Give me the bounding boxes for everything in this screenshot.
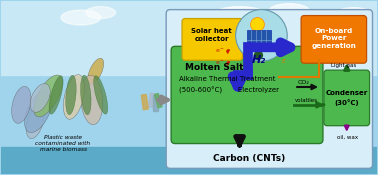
Text: e$^-$: e$^-$ [215, 48, 225, 55]
Text: oil, wax: oil, wax [337, 135, 358, 140]
Bar [141, 94, 148, 110]
Text: H₂: H₂ [251, 55, 266, 65]
Text: (500-600°C)       Electrolyzer: (500-600°C) Electrolyzer [179, 86, 279, 94]
Ellipse shape [64, 75, 84, 119]
FancyBboxPatch shape [171, 46, 323, 144]
FancyBboxPatch shape [166, 10, 373, 168]
Ellipse shape [12, 86, 31, 123]
Ellipse shape [30, 83, 50, 112]
Text: Solar heat
collector: Solar heat collector [191, 28, 232, 42]
FancyBboxPatch shape [182, 19, 243, 60]
Circle shape [251, 18, 264, 32]
Circle shape [235, 10, 287, 61]
Ellipse shape [284, 10, 334, 26]
Ellipse shape [61, 10, 101, 25]
Ellipse shape [254, 51, 262, 59]
Text: e$^-$: e$^-$ [215, 60, 225, 67]
Bar [148, 93, 156, 108]
Ellipse shape [212, 7, 267, 24]
Ellipse shape [81, 75, 103, 125]
Text: ε: ε [281, 58, 285, 64]
Text: Plastic waste
contaminated with
marine biomass: Plastic waste contaminated with marine b… [36, 135, 91, 152]
Ellipse shape [336, 8, 371, 20]
Bar [246, 30, 271, 49]
Bar [155, 93, 162, 108]
Text: Alkaline Thermal Treatment: Alkaline Thermal Treatment [179, 76, 276, 82]
FancyBboxPatch shape [301, 16, 367, 63]
Bar [2, 1, 376, 75]
Ellipse shape [49, 76, 63, 114]
Text: Carbon (CNTs): Carbon (CNTs) [213, 154, 285, 163]
Text: volatiles: volatiles [295, 98, 318, 103]
Text: Condenser
(30°C): Condenser (30°C) [325, 90, 368, 106]
FancyBboxPatch shape [324, 70, 370, 126]
Text: On-board
Power
generation: On-board Power generation [311, 28, 356, 49]
Bar [2, 146, 376, 174]
Ellipse shape [270, 4, 309, 18]
Ellipse shape [230, 14, 289, 27]
Bar [153, 95, 158, 111]
Ellipse shape [26, 105, 44, 139]
Ellipse shape [88, 58, 104, 84]
Text: CO₂: CO₂ [297, 80, 309, 85]
Ellipse shape [94, 76, 108, 114]
Text: Light gas: Light gas [331, 63, 356, 68]
Ellipse shape [25, 91, 52, 132]
Ellipse shape [66, 75, 76, 115]
Ellipse shape [86, 7, 116, 19]
Ellipse shape [34, 75, 62, 117]
Text: Molten Salt: Molten Salt [185, 63, 243, 72]
Ellipse shape [81, 75, 91, 115]
